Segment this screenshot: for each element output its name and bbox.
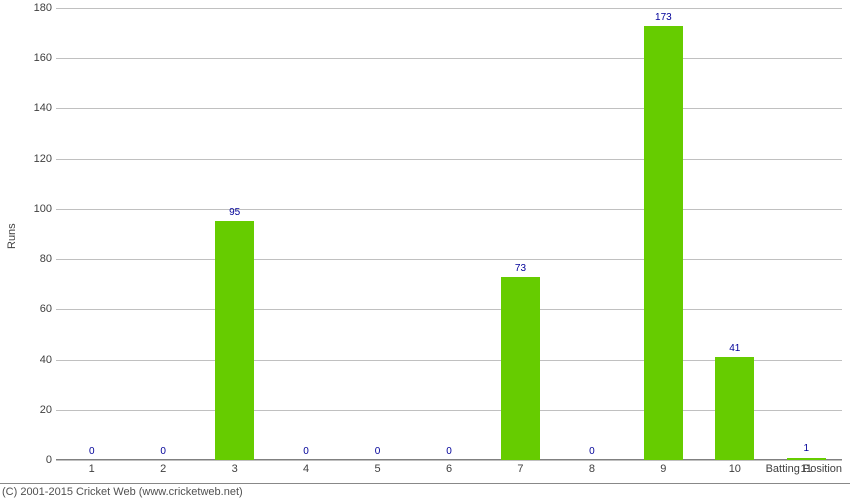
x-tick-label: 9 — [660, 463, 666, 475]
y-tick-label: 20 — [2, 404, 52, 416]
y-gridline — [56, 259, 842, 260]
copyright-text: (C) 2001-2015 Cricket Web (www.cricketwe… — [2, 486, 243, 498]
x-tick-label: 7 — [517, 463, 523, 475]
y-tick-label: 60 — [2, 303, 52, 315]
y-tick-label: 40 — [2, 354, 52, 366]
bar-value-label: 0 — [89, 446, 95, 457]
bar — [644, 26, 683, 460]
x-tick-label: 5 — [374, 463, 380, 475]
bar-value-label: 73 — [515, 263, 526, 274]
y-gridline — [56, 159, 842, 160]
footer: (C) 2001-2015 Cricket Web (www.cricketwe… — [0, 483, 850, 500]
y-gridline — [56, 108, 842, 109]
bar-value-label: 0 — [446, 446, 452, 457]
y-gridline — [56, 8, 842, 9]
bar-value-label: 0 — [375, 446, 381, 457]
y-tick-label: 160 — [2, 52, 52, 64]
x-tick-label: 10 — [729, 463, 741, 475]
x-tick-label: 11 — [801, 463, 812, 475]
y-axis-title: Runs — [6, 223, 18, 249]
y-gridline — [56, 460, 842, 461]
bar — [501, 277, 540, 460]
y-tick-label: 180 — [2, 2, 52, 14]
bar-value-label: 95 — [229, 207, 240, 218]
bar-value-label: 0 — [303, 446, 309, 457]
x-tick-label: 4 — [303, 463, 309, 475]
bar — [215, 221, 254, 460]
bar — [787, 458, 826, 461]
bar-value-label: 0 — [160, 446, 166, 457]
y-tick-label: 120 — [2, 153, 52, 165]
y-tick-label: 0 — [2, 454, 52, 466]
x-tick-label: 6 — [446, 463, 452, 475]
y-tick-label: 100 — [2, 203, 52, 215]
y-gridline — [56, 58, 842, 59]
y-tick-label: 80 — [2, 253, 52, 265]
bar-value-label: 173 — [655, 12, 672, 23]
bar — [715, 357, 754, 460]
plot-area — [56, 8, 842, 460]
chart-container: Runs Batting Position 020406080100120140… — [0, 0, 850, 482]
x-tick-label: 2 — [160, 463, 166, 475]
x-tick-label: 3 — [232, 463, 238, 475]
x-tick-label: 1 — [89, 463, 95, 475]
bar-value-label: 41 — [729, 343, 740, 354]
y-tick-label: 140 — [2, 102, 52, 114]
y-gridline — [56, 209, 842, 210]
x-tick-label: 8 — [589, 463, 595, 475]
bar-value-label: 0 — [589, 446, 595, 457]
y-gridline — [56, 309, 842, 310]
bar-value-label: 1 — [803, 443, 809, 454]
